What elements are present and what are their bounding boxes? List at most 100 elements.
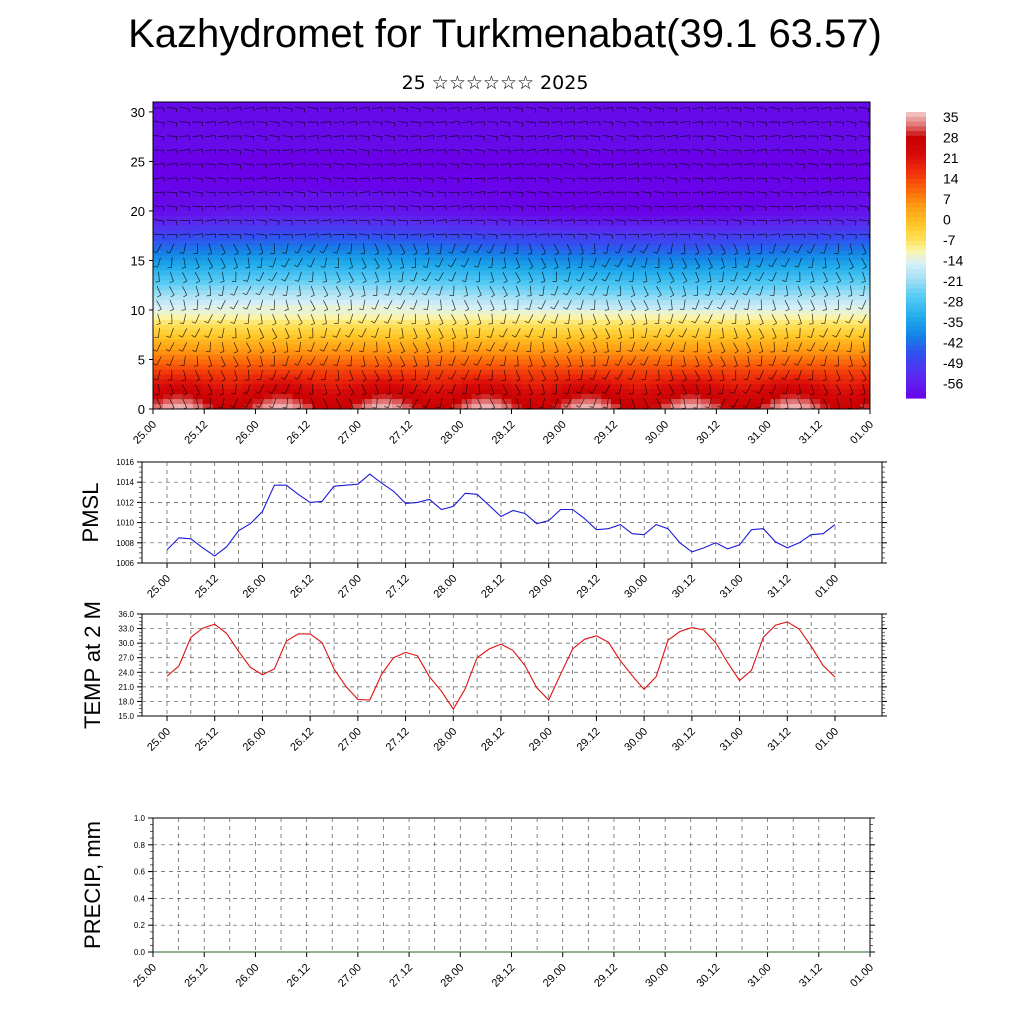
heatmap-cell [850, 404, 861, 409]
heatmap-cell [162, 384, 174, 390]
heatmap-cell [810, 111, 821, 118]
heatmap-cell [660, 280, 672, 286]
heatmap-cell [441, 334, 453, 341]
heatmap-cell [401, 280, 413, 286]
heatmap-cell [740, 106, 752, 113]
heatmap-cell [710, 324, 722, 331]
heatmap-cell [392, 255, 403, 262]
heatmap-cell [790, 349, 801, 356]
heatmap-cell [700, 265, 712, 271]
heatmap-cell [352, 225, 363, 232]
heatmap-cell [332, 329, 343, 336]
heatmap-cell [431, 151, 443, 158]
wind-barb-flag [245, 267, 250, 269]
heatmap-cell [820, 171, 831, 177]
heatmap-cell [720, 404, 732, 409]
heatmap-cell [820, 305, 831, 311]
heatmap-cell [601, 230, 612, 237]
heatmap-cell [750, 166, 762, 172]
heatmap-cell [730, 181, 742, 187]
heatmap-cell [670, 389, 682, 395]
heatmap-cell [531, 300, 542, 306]
heatmap-cell [392, 245, 403, 252]
heatmap-cell [690, 394, 702, 400]
wind-barb [247, 257, 250, 268]
heatmap-cell [352, 285, 363, 291]
heatmap-cell [302, 344, 313, 351]
heatmap-cell [700, 215, 712, 222]
heatmap-cell [172, 250, 184, 257]
wind-barb-flag [208, 378, 213, 382]
heatmap-cell [690, 374, 702, 380]
heatmap-cell [451, 245, 463, 252]
wind-barb [153, 121, 165, 124]
heatmap-cell [212, 374, 224, 380]
heatmap-cell [541, 121, 552, 128]
heatmap-cell [172, 285, 184, 291]
heatmap-cell [710, 319, 722, 326]
heatmap-cell [511, 319, 523, 326]
heatmap-cell [461, 126, 473, 133]
heatmap-cell [153, 121, 164, 128]
heatmap-cell [332, 354, 343, 361]
heatmap-cell [252, 349, 264, 356]
heatmap-cell [322, 399, 333, 405]
heatmap-cell [750, 245, 762, 252]
heatmap-cell [262, 176, 274, 182]
heatmap-cell [272, 295, 284, 301]
heatmap-cell [212, 324, 224, 331]
heatmap-cell [182, 300, 194, 306]
heatmap-cell [710, 141, 722, 148]
heatmap-cell [591, 205, 602, 212]
heatmap-cell [790, 146, 801, 153]
heatmap-cell [680, 324, 692, 331]
heatmap-cell [282, 151, 294, 158]
heatmap-cell [372, 166, 383, 172]
heatmap-cell [800, 161, 811, 167]
heatmap-cell [760, 126, 772, 133]
heatmap-cell [621, 196, 632, 202]
heatmap-cell [392, 106, 403, 113]
heatmap-cell [621, 265, 632, 271]
heatmap-cell [312, 171, 323, 177]
heatmap-cell [461, 275, 473, 281]
heatmap-cell [700, 359, 712, 366]
heatmap-cell [740, 176, 752, 182]
heatmap-cell [551, 176, 562, 182]
heatmap-cell [421, 201, 433, 207]
heatmap-cell [441, 339, 453, 346]
heatmap-cell [750, 280, 762, 286]
wind-barb-flag [304, 233, 306, 238]
heatmap-cell [631, 329, 642, 336]
heatmap-cell [591, 186, 602, 192]
heatmap-cell [591, 285, 602, 291]
heatmap-cell [840, 161, 851, 167]
heatmap-cell [770, 136, 781, 143]
heatmap-cell [272, 319, 284, 326]
heatmap-cell [282, 379, 294, 385]
heatmap-cell [421, 121, 433, 128]
heatmap-cell [421, 349, 433, 356]
heatmap-cell [382, 369, 393, 375]
heatmap-cell [850, 116, 861, 123]
heatmap-cell [292, 389, 303, 395]
heatmap-cell [322, 121, 333, 128]
heatmap-cell [332, 389, 343, 395]
heatmap-cell [650, 151, 662, 158]
heatmap-cell [640, 111, 652, 118]
heatmap-cell [700, 156, 712, 163]
heatmap-cell [770, 225, 781, 232]
wind-barb-flag [189, 233, 191, 238]
heatmap-cell [411, 280, 423, 286]
heatmap-cell [332, 106, 343, 113]
heatmap-cell [571, 285, 582, 291]
heatmap-cell [591, 369, 602, 375]
heatmap-cell [172, 359, 184, 366]
heatmap-cell [730, 379, 742, 385]
wind-barb [294, 233, 306, 236]
heatmap-cell [332, 305, 343, 311]
heatmap-cell [411, 111, 423, 118]
heatmap-cell [232, 334, 244, 341]
heatmap-cell [481, 309, 493, 316]
heatmap-cell [242, 260, 254, 266]
